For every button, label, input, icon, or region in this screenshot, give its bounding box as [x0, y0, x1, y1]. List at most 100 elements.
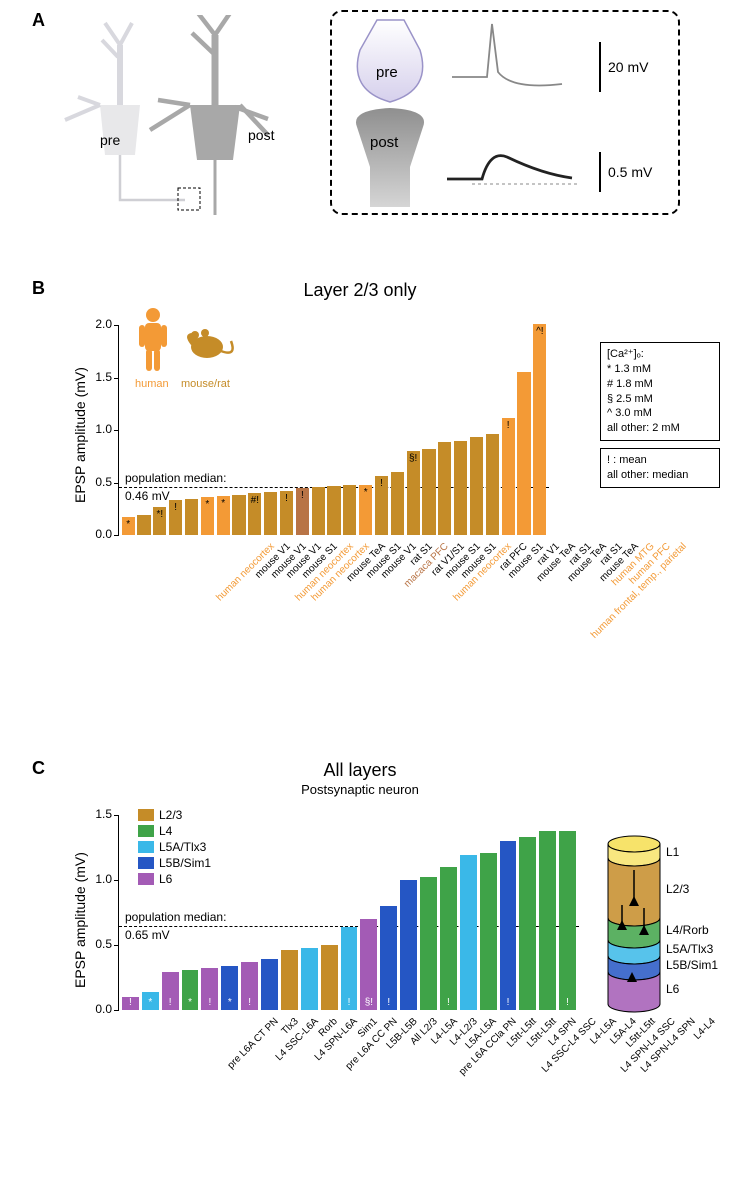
bar-annotation: *: [126, 519, 130, 530]
bar-annotation: !: [285, 493, 288, 504]
bar: [486, 434, 499, 535]
column-layer-label: L5B/Sim1: [666, 958, 718, 972]
pre-label: pre: [100, 132, 120, 148]
y-tick-label: 1.0: [82, 422, 112, 436]
bar: [312, 487, 325, 535]
y-tick-label: 0.0: [82, 1002, 112, 1016]
panel-c-ylabel: EPSP amplitude (mV): [72, 828, 88, 988]
bar: [301, 948, 318, 1010]
bar-annotation: §!: [365, 997, 373, 1008]
bar-annotation: *: [148, 997, 152, 1008]
bar-annotation: !: [248, 997, 251, 1008]
y-tick-label: 1.5: [82, 807, 112, 821]
legend-label: L5B/Sim1: [159, 856, 211, 870]
calcium-legend-item: all other: 2 mM: [607, 421, 713, 436]
bar-annotation: !: [507, 420, 510, 431]
postsynaptic-neuron: [150, 15, 268, 215]
pre-inset-label: pre: [376, 64, 398, 81]
layer-legend: L2/3 L4 L5A/Tlx3 L5B/Sim1 L6: [138, 808, 211, 888]
column-layer-label: L4/Rorb: [666, 923, 709, 937]
legend-label: L5A/Tlx3: [159, 840, 206, 854]
legend-item: L4: [138, 824, 211, 838]
legend-label: L4: [159, 824, 172, 838]
presynaptic-neuron: [65, 23, 185, 200]
bar: [261, 959, 278, 1010]
bar-annotation: *: [221, 498, 225, 509]
legend-swatch: [138, 873, 154, 885]
bar: [559, 831, 576, 1010]
bar: [137, 515, 150, 535]
ap-trace: [452, 24, 562, 86]
bar-annotation: #!: [251, 495, 259, 506]
pre-bouton-icon: [357, 20, 422, 102]
bar: [343, 485, 356, 535]
legend-label: L6: [159, 872, 172, 886]
bar: [264, 492, 277, 535]
bar-annotation: !: [387, 997, 390, 1008]
bar-annotation: *: [364, 487, 368, 498]
bar-annotation: *: [228, 997, 232, 1008]
scale-bottom: 0.5 mV: [608, 164, 653, 180]
y-tick-label: 0.5: [82, 937, 112, 951]
bar-annotation: !: [174, 502, 177, 513]
bar-annotation: !: [348, 997, 351, 1008]
legend-swatch: [138, 809, 154, 821]
legend-label: L2/3: [159, 808, 182, 822]
legend-item: L5A/Tlx3: [138, 840, 211, 854]
mean-legend-item: ! : mean: [607, 453, 713, 468]
cortical-column-icon: L1L2/3L4/RorbL5A/Tlx3L5B/Sim1L6: [604, 830, 722, 1015]
legend-item: L5B/Sim1: [138, 856, 211, 870]
chart-b-area: 0.00.51.01.52.0population median:0.46 mV…: [118, 325, 548, 535]
legend-item: L6: [138, 872, 211, 886]
bar: [391, 472, 404, 535]
bar: [519, 837, 536, 1010]
median-text: population median:: [125, 910, 226, 924]
calcium-legend-item: * 1.3 mM: [607, 362, 713, 377]
column-layer-label: L6: [666, 982, 680, 996]
bar: [438, 442, 451, 535]
bar-annotation: !: [209, 997, 212, 1008]
post-label: post: [248, 127, 275, 143]
bar: [400, 880, 417, 1010]
bar-annotation: *: [205, 499, 209, 510]
bar: [460, 855, 477, 1010]
bar-annotation: !: [301, 490, 304, 501]
bar: [533, 324, 546, 535]
legend-swatch: [138, 857, 154, 869]
inset-box: pre post 20 mV 0.5 mV: [330, 10, 680, 215]
column-layer-label: L5A/Tlx3: [666, 942, 714, 956]
bar-annotation: !: [507, 997, 510, 1008]
bar-annotation: !: [380, 478, 383, 489]
mean-legend-item: all other: median: [607, 468, 713, 483]
epsp-trace: [447, 156, 572, 179]
bar: [281, 950, 298, 1010]
calcium-legend-title: [Ca²⁺]ₒ:: [607, 347, 713, 362]
legend-swatch: [138, 841, 154, 853]
median-text: 0.65 mV: [125, 928, 170, 942]
panel-c-subtitle: Postsynaptic neuron: [230, 782, 490, 797]
y-tick-label: 1.0: [82, 872, 112, 886]
bar: [470, 437, 483, 535]
calcium-legend-item: # 1.8 mM: [607, 377, 713, 392]
y-tick-label: 2.0: [82, 317, 112, 331]
legend-swatch: [138, 825, 154, 837]
bar: [440, 867, 457, 1010]
bar: [539, 831, 556, 1010]
median-text: population median:: [125, 471, 226, 485]
bar-annotation: ^!: [536, 326, 543, 337]
legend-item: L2/3: [138, 808, 211, 822]
bar: [454, 441, 467, 536]
scale-top: 20 mV: [608, 59, 649, 75]
panel-b: Layer 2/3 only EPSP amplitude (mV) human…: [30, 280, 730, 700]
bar-annotation: §!: [409, 453, 417, 464]
bar: [500, 841, 517, 1010]
bar: [420, 877, 437, 1010]
calcium-legend-item: § 2.5 mM: [607, 392, 713, 407]
bar-annotation: !: [129, 997, 132, 1008]
panel-c: All layers Postsynaptic neuron EPSP ampl…: [30, 760, 730, 1160]
median-text: 0.46 mV: [125, 489, 170, 503]
calcium-legend: [Ca²⁺]ₒ: * 1.3 mM # 1.8 mM § 2.5 mM ^ 3.…: [600, 342, 720, 441]
bar-annotation: *!: [156, 509, 163, 520]
y-tick-label: 1.5: [82, 370, 112, 384]
column-layer-label: L1: [666, 845, 680, 859]
